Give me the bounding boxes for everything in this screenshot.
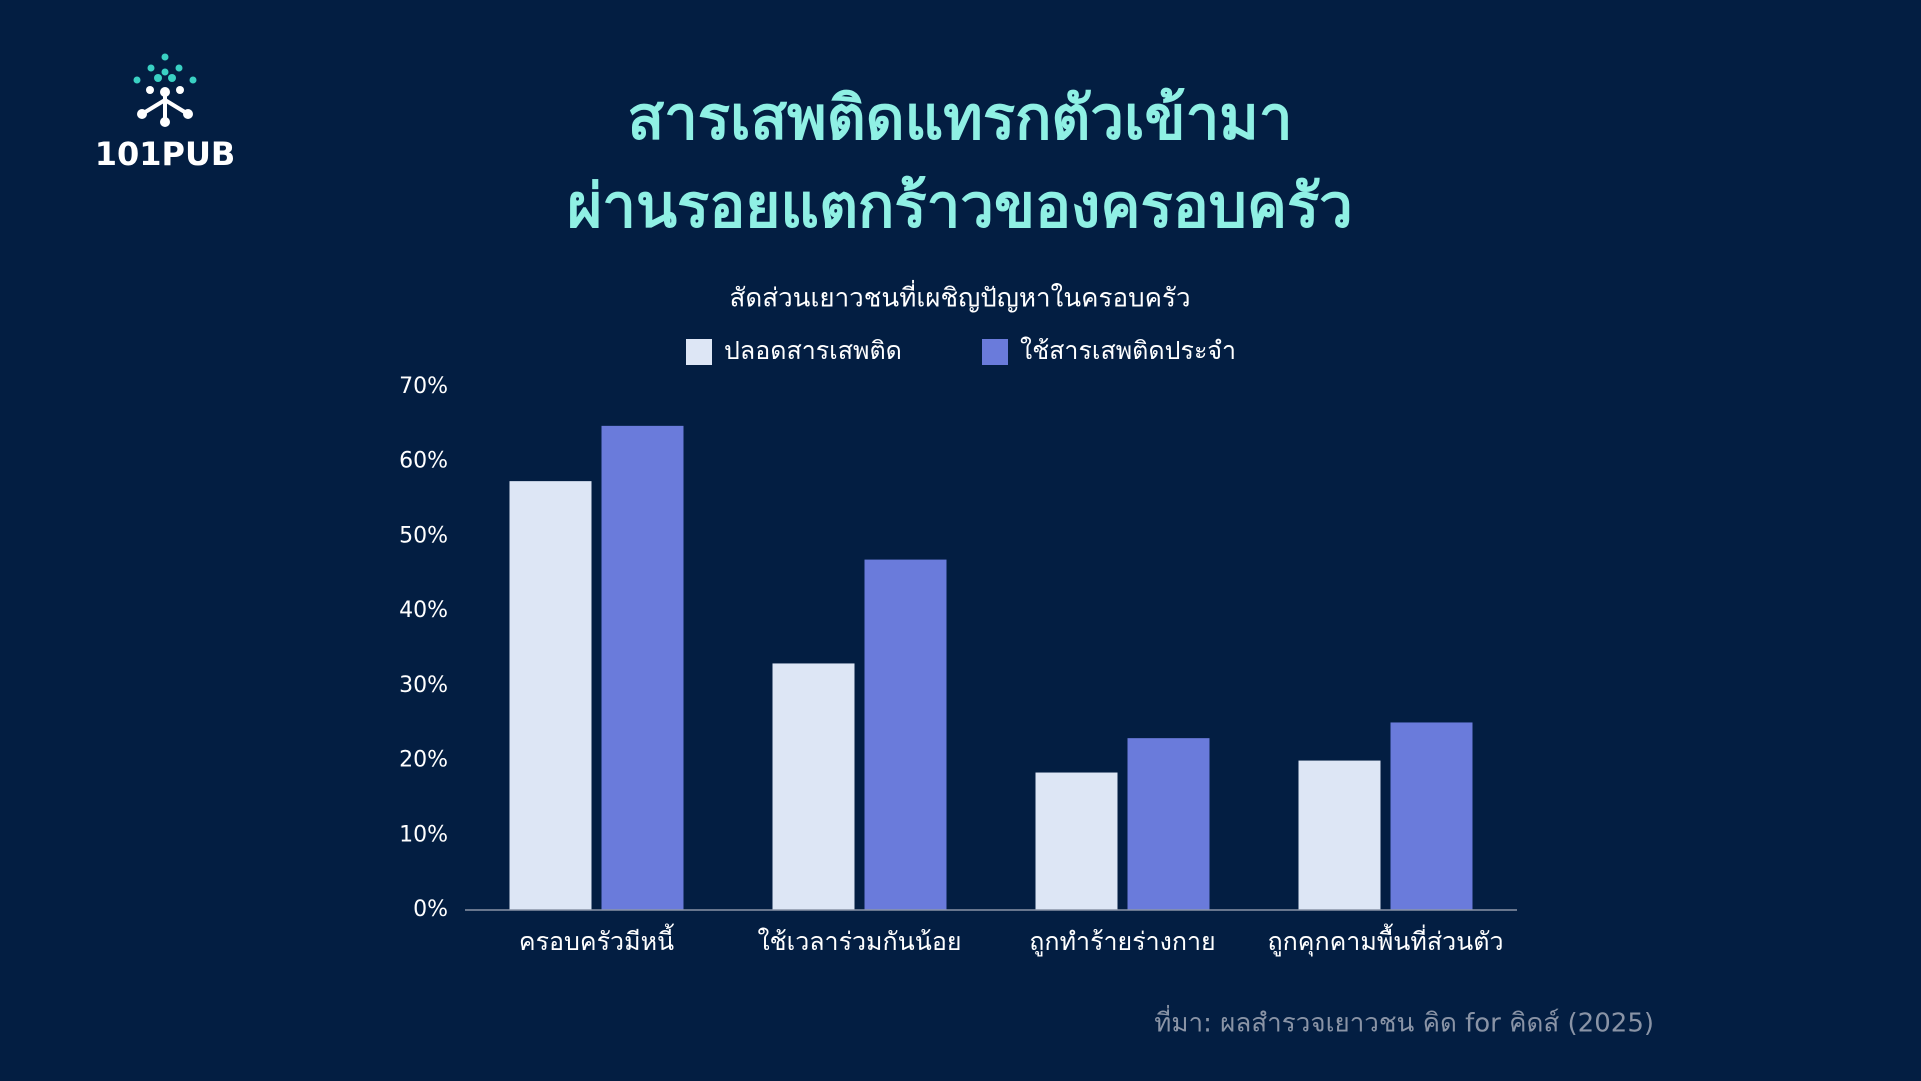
- bar: [1127, 738, 1210, 910]
- x-tick-label: ถูกคุกคามพื้นที่ส่วนตัว: [1267, 923, 1503, 957]
- bar: [864, 559, 947, 910]
- bar: [772, 663, 855, 910]
- y-tick-label: 60%: [399, 449, 448, 474]
- bar: [1035, 772, 1118, 910]
- y-tick-label: 20%: [399, 748, 448, 773]
- source-note: ที่มา: ผลสำรวจเยาวชน คิด for คิดส์ (2025…: [1154, 1005, 1654, 1039]
- bar: [1298, 760, 1381, 910]
- y-tick-label: 30%: [399, 673, 448, 698]
- y-tick-label: 0%: [413, 897, 448, 922]
- x-tick-label: ถูกทำร้ายร่างกาย: [1029, 927, 1215, 957]
- bar: [509, 481, 592, 910]
- bar: [601, 425, 684, 910]
- x-tick-label: ใช้เวลาร่วมกันน้อย: [757, 927, 961, 956]
- legend-label: ใช้สารเสพติดประจำ: [1020, 336, 1236, 365]
- legend-swatch: [686, 339, 712, 365]
- x-tick-label: ครอบครัวมีหนี้: [519, 923, 674, 956]
- legend-swatch: [982, 339, 1008, 365]
- logo-text: 101PUB: [95, 135, 236, 173]
- chart-subtitle: สัดส่วนเยาวชนที่เผชิญปัญหาในครอบครัว: [729, 280, 1190, 314]
- y-tick-label: 10%: [399, 822, 448, 847]
- y-tick-label: 40%: [399, 598, 448, 623]
- logo: [133, 53, 197, 127]
- y-tick-label: 50%: [399, 523, 448, 548]
- chart-title: สารเสพติดแทรกตัวเข้ามา: [627, 84, 1292, 154]
- bar: [1390, 722, 1473, 910]
- chart-title: ผ่านรอยแตกร้าวของครอบครัว: [567, 172, 1353, 242]
- y-tick-label: 70%: [399, 374, 448, 399]
- legend-label: ปลอดสารเสพติด: [724, 336, 902, 365]
